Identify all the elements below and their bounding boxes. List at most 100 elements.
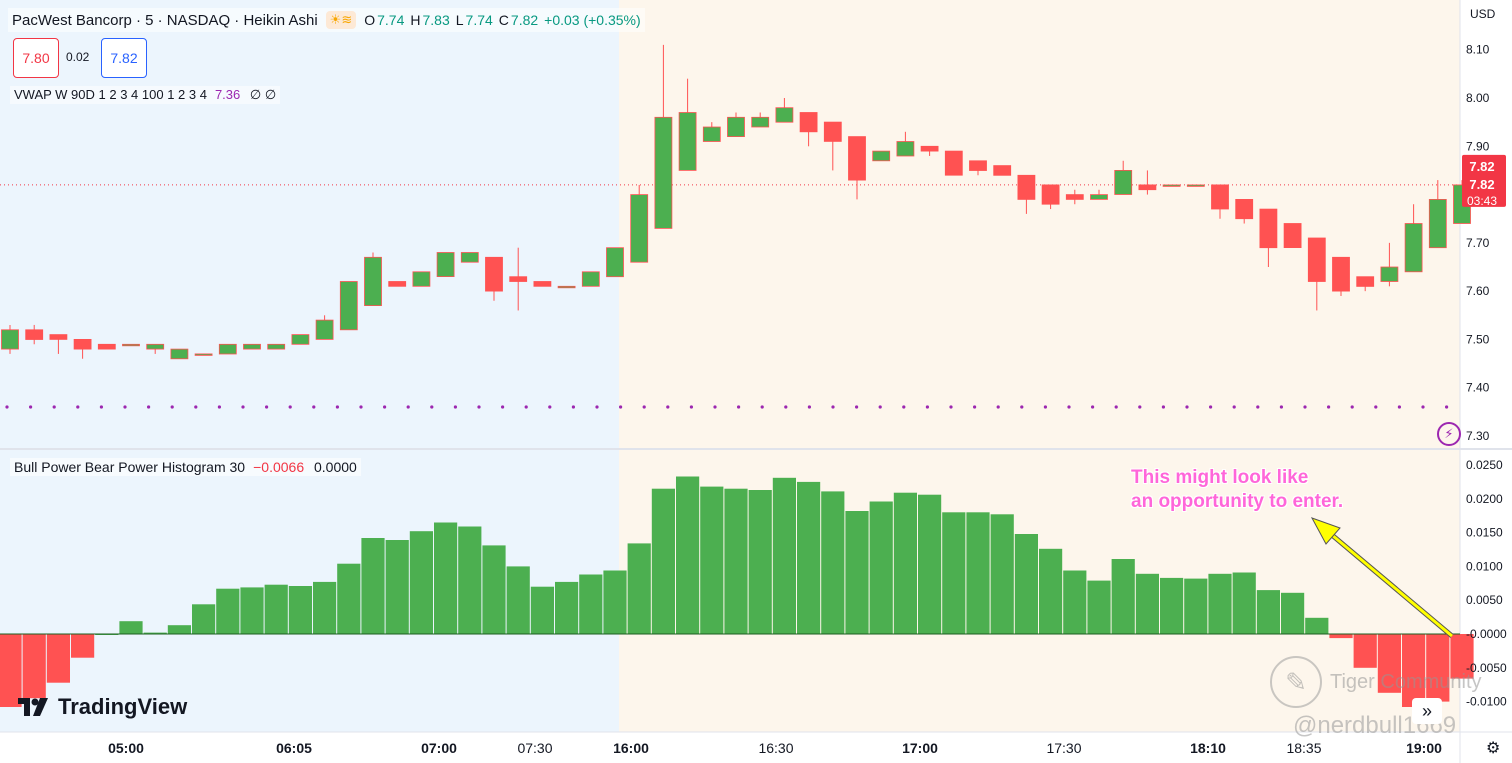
histogram-bar	[700, 486, 724, 634]
vwap-dot	[548, 405, 552, 409]
last-price-box	[1462, 154, 1506, 207]
histogram-axis-label: 0.0050	[1466, 593, 1503, 607]
histogram-bar	[0, 634, 22, 707]
vwap-dot	[595, 405, 599, 409]
histogram-axis-label: -0.0000	[1466, 627, 1507, 641]
annotation-text[interactable]: This might look like an opportunity to e…	[1131, 466, 1343, 514]
candle-body	[1114, 169, 1133, 195]
vwap-dot	[1209, 405, 1213, 409]
price-axis-label: 7.70	[1466, 236, 1490, 250]
histogram-bar	[1135, 573, 1159, 634]
candle-body	[1283, 223, 1302, 249]
vwap-dot	[5, 405, 9, 409]
candle-body	[969, 160, 987, 171]
candle-body	[1090, 194, 1108, 200]
ohlc-readout: O 7.74 H 7.83 L 7.74 C 7.82 +0.03 (+0.35%)	[364, 12, 640, 28]
histogram-bar	[288, 586, 312, 634]
session-icon[interactable]: ☀≋	[325, 11, 357, 29]
candle-body	[944, 150, 963, 176]
vwap-dot	[925, 405, 930, 409]
vwap-dot	[29, 405, 33, 409]
histogram-bar	[46, 634, 70, 683]
candles	[1, 44, 1471, 360]
histogram-bar	[1256, 590, 1280, 634]
histogram-bar	[845, 511, 869, 634]
histogram-bar	[1014, 534, 1038, 634]
histogram-axis-label: 0.0100	[1466, 559, 1503, 573]
candle-body	[1162, 184, 1181, 187]
histogram-bar	[918, 494, 942, 634]
bbp-legend[interactable]: Bull Power Bear Power Histogram 30 −0.006…	[10, 458, 361, 476]
time-axis-label: 16:00	[613, 740, 649, 756]
watermark-community: ✎ Tiger Community	[1270, 656, 1482, 708]
vwap-dot	[1397, 405, 1401, 409]
vwap-dot	[1114, 405, 1118, 409]
candle-body	[993, 165, 1012, 176]
vwap-legend[interactable]: VWAP W 90D 1 2 3 4 100 1 2 3 4 7.36 ∅ ∅	[10, 86, 281, 104]
sell-button[interactable]: 7.80	[13, 38, 59, 78]
vwap-dot	[1327, 405, 1331, 409]
vwap-dot	[689, 405, 694, 409]
tradingview-logo[interactable]: TradingView	[16, 694, 187, 720]
histogram-axis[interactable]: 0.0250 0.0200 0.0150 0.0100 0.0050 -0.0000 -0.…	[1466, 458, 1507, 709]
candle-body	[702, 126, 721, 142]
lightning-icon[interactable]: ⚡	[1437, 422, 1461, 446]
time-axis-label: 18:35	[1286, 740, 1321, 756]
symbol-title[interactable]: PacWest Bancorp · 5 · NASDAQ · Heikin As…	[12, 11, 318, 29]
ohlc-close-label: C	[498, 12, 509, 28]
vwap-dot	[359, 405, 363, 409]
histogram-bar	[651, 488, 675, 634]
time-axis-label: 17:00	[902, 740, 938, 756]
vwap-dot	[1043, 405, 1047, 409]
candle-body	[872, 150, 891, 162]
histogram-bar	[337, 563, 361, 634]
histogram-bar	[240, 587, 264, 634]
settings-icon[interactable]: ⚙	[1486, 740, 1501, 757]
ohlc-low-value: 7.74	[465, 12, 493, 28]
histogram-bar	[1353, 634, 1377, 668]
scroll-to-realtime-button[interactable]: »	[1412, 698, 1442, 724]
buy-button[interactable]: 7.82	[101, 38, 147, 78]
histogram-bar	[1184, 578, 1208, 634]
currency-label[interactable]: USD	[1470, 7, 1496, 21]
histogram-bar	[409, 531, 433, 634]
candle-body	[73, 338, 92, 350]
candle-body	[412, 271, 431, 287]
histogram-bar	[434, 522, 458, 634]
vwap-dot	[1303, 405, 1307, 409]
tradingview-logo-text: TradingView	[58, 694, 188, 719]
annotation-arrow-shaft	[1325, 528, 1453, 638]
candle-body	[1186, 184, 1205, 187]
candle-body	[49, 334, 68, 340]
vwap-dot	[760, 405, 764, 409]
candle-body	[630, 194, 649, 263]
ohlc-open-value: 7.74	[377, 12, 405, 28]
histogram-bar	[869, 501, 893, 634]
vwap-dot	[501, 405, 505, 409]
histogram-bar	[627, 543, 651, 634]
vwap-dot	[241, 405, 245, 409]
price-axis-label: 7.40	[1466, 381, 1490, 395]
histogram-bar	[1111, 559, 1135, 634]
time-axis-label: 07:30	[517, 740, 552, 756]
vwap-dot	[737, 405, 741, 409]
bbp-legend-value1: −0.0066	[253, 459, 305, 475]
vwap-dot	[619, 405, 623, 409]
annotation-arrow-head	[1310, 517, 1341, 545]
histogram-bar	[361, 538, 385, 634]
vwap-dot	[170, 405, 174, 409]
price-axis[interactable]: 8.108.007.907.807.707.607.507.407.30	[1466, 43, 1490, 443]
time-axis[interactable]: 05:00 06:05 07:00 07:30 16:00 16:30 17:00 17:30…	[108, 740, 1442, 756]
candle-body	[509, 276, 528, 282]
candle-body	[25, 329, 44, 340]
vwap-dot	[807, 405, 812, 409]
bbp-legend-value2: 0.0000	[314, 459, 357, 475]
vwap-dot	[1091, 405, 1095, 409]
histogram-bar	[1450, 634, 1474, 679]
histogram-bar	[385, 540, 409, 634]
vwap-dot	[1374, 405, 1378, 409]
histogram-bar	[1208, 573, 1232, 634]
histogram-bar	[458, 526, 482, 634]
histogram-bar	[1160, 577, 1184, 634]
